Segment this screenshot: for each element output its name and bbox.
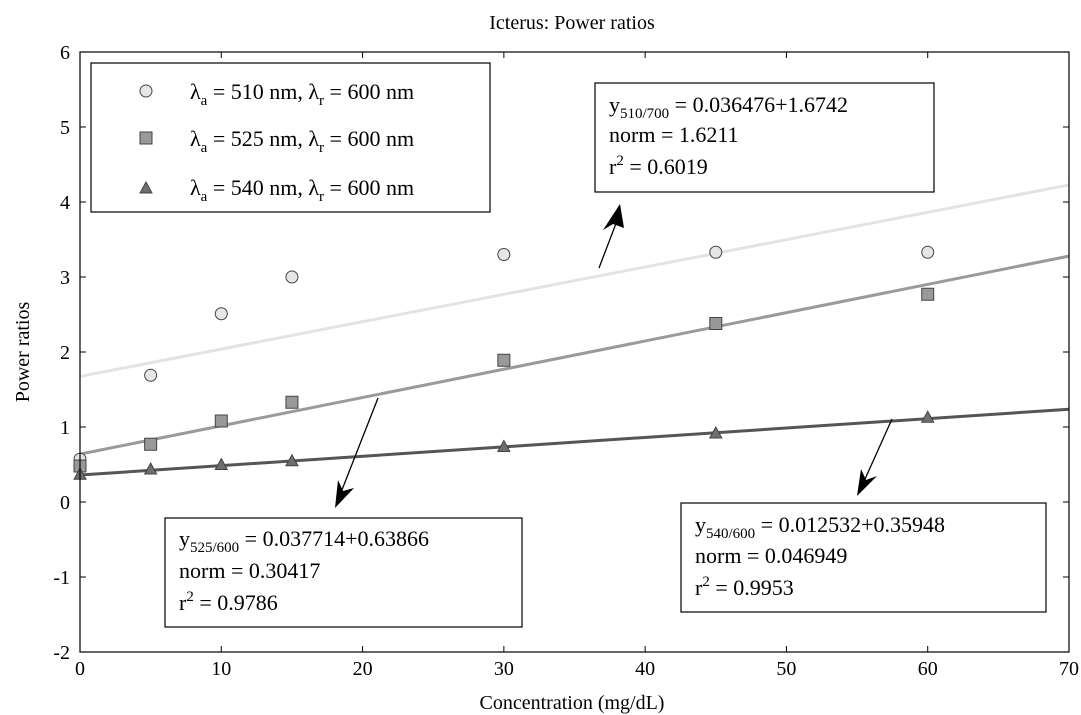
y-tick-label-8: 6: [60, 42, 70, 64]
x-tick-label-0: 0: [75, 658, 85, 680]
x-tick-label-6: 60: [918, 658, 938, 680]
point-s540-5: [708, 425, 723, 439]
annotation-arrows: [337, 212, 893, 501]
point-s525-4: [497, 353, 511, 367]
data-markers: [73, 245, 935, 480]
point-s540-1: [143, 461, 158, 475]
arrow-540-head: [857, 469, 877, 496]
annotation-510-norm: norm = 1.6211: [609, 122, 739, 147]
annotation-510-equation: y510/700 = 0.036476+1.6742: [609, 92, 848, 122]
y-tick-label-2: 0: [60, 492, 70, 514]
y-tick-label-7: 5: [60, 117, 70, 139]
point-s525-5: [709, 317, 723, 330]
arrow-540-shaft: [860, 418, 893, 489]
legend-entry-510: λa = 510 nm, λr = 600 nm: [190, 79, 414, 109]
point-s510-6: [921, 245, 935, 259]
annotation-540-box: [680, 502, 1047, 613]
annotation-510-box: [594, 82, 935, 193]
point-s525-1: [144, 437, 158, 451]
legend: λa = 510 nm, λr = 600 nm λa = 525 nm, λr…: [90, 62, 491, 213]
fit-line-s525: [79, 254, 1070, 456]
arrow-525-head: [335, 480, 354, 508]
point-s540-3: [285, 453, 299, 467]
y-tick-label-6: 4: [60, 192, 70, 214]
arrow-525-shaft: [337, 397, 379, 501]
annotation-540-r2: r2 = 0.9953: [695, 574, 794, 600]
arrow-510-head: [603, 204, 624, 230]
fit-line-s540: [79, 407, 1070, 477]
point-s525-3: [285, 395, 299, 409]
y-tick-label-0: -2: [53, 642, 70, 664]
annotation-arrowheads: [335, 204, 877, 508]
annotation-525-equation: y525/600 = 0.037714+0.63866: [179, 526, 429, 556]
legend-marker-square: [139, 131, 153, 145]
fit-lines: [79, 183, 1070, 477]
annotation-525-r2: r2 = 0.9786: [179, 589, 278, 615]
x-tick-label-2: 20: [353, 658, 373, 680]
annotation-540-norm: norm = 0.046949: [695, 543, 847, 568]
axis-tick-labels: 0 10 20 30 40 50 60 70 -2 -1 0 1 2 3 4 5 6: [53, 42, 1079, 680]
legend-box: [90, 62, 491, 213]
x-tick-label-1: 10: [211, 658, 231, 680]
point-s510-2: [214, 307, 228, 321]
point-s540-4: [497, 439, 511, 452]
point-s510-4: [497, 248, 511, 261]
y-tick-label-4: 2: [60, 342, 70, 364]
annotation-510-r2: r2 = 0.6019: [609, 153, 708, 179]
annotation-510: y510/700 = 0.036476+1.6742 norm = 1.6211…: [594, 82, 935, 193]
legend-marker-triangle: [139, 180, 153, 194]
legend-entry-540: λa = 540 nm, λr = 600 nm: [190, 175, 414, 205]
legend-marker-circle: [139, 84, 153, 98]
annotation-540-equation: y540/600 = 0.012532+0.35948: [695, 512, 945, 542]
point-s540-6: [920, 410, 935, 423]
x-tick-label-5: 50: [776, 658, 796, 680]
point-s525-6: [921, 287, 935, 301]
y-axis-label: Power ratios: [12, 302, 34, 403]
x-tick-label-3: 30: [494, 658, 514, 680]
point-s510-1: [144, 368, 158, 382]
plot-frame: [79, 51, 1070, 653]
point-s510-3: [285, 270, 299, 284]
x-tick-label-7: 70: [1059, 658, 1079, 680]
annotation-525-box: [164, 517, 523, 628]
fit-line-s510: [79, 183, 1070, 378]
legend-entry-525: λa = 525 nm, λr = 600 nm: [190, 126, 414, 156]
annotation-525-norm: norm = 0.30417: [179, 558, 320, 583]
y-tick-label-3: 1: [60, 417, 70, 439]
point-s510-5: [709, 245, 723, 259]
chart-title: Icterus: Power ratios: [489, 12, 655, 34]
x-tick-label-4: 40: [635, 658, 655, 680]
annotation-540: y540/600 = 0.012532+0.35948 norm = 0.046…: [680, 502, 1047, 613]
point-s525-2: [214, 414, 228, 428]
annotation-525: y525/600 = 0.037714+0.63866 norm = 0.304…: [164, 517, 523, 628]
x-axis-label: Concentration (mg/dL): [480, 692, 665, 714]
y-tick-label-5: 3: [60, 267, 70, 289]
point-s540-2: [214, 457, 229, 470]
y-tick-label-1: -1: [53, 567, 70, 589]
